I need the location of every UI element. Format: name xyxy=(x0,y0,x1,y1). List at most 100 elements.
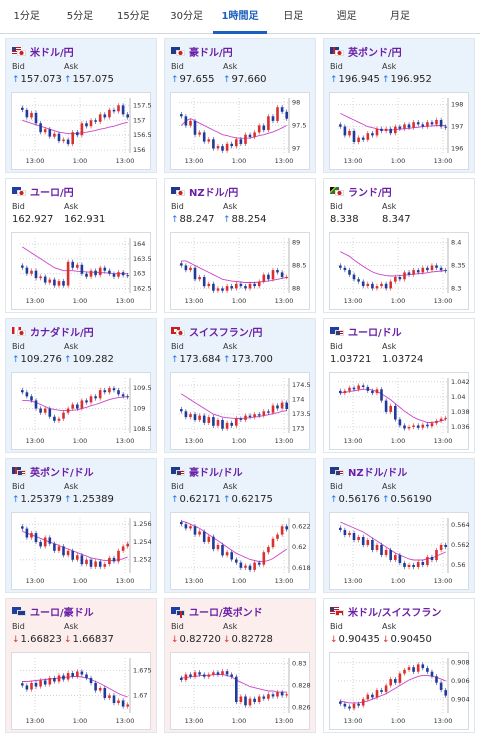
currency-pair-link[interactable]: 米ドル/円 xyxy=(30,47,74,59)
candle-body xyxy=(394,679,397,683)
tab-7[interactable]: 月足 xyxy=(389,11,410,22)
mini-chart[interactable]: 13:00 1:00 13:00 98 97.5 97 xyxy=(170,92,310,170)
y-tick-label: 8.35 xyxy=(451,262,465,270)
x-tick-label: 13:00 xyxy=(26,717,45,725)
candle-body xyxy=(421,124,425,127)
mini-chart[interactable]: 13:00 1:00 13:00 1.675 1.67 xyxy=(11,652,152,730)
candle-body xyxy=(444,690,447,696)
tab-0[interactable]: 1分足 xyxy=(13,11,40,22)
down-arrow-icon: ↓ xyxy=(223,635,231,645)
candle-body xyxy=(62,139,65,142)
tab-4[interactable]: 1時間足 xyxy=(213,0,267,34)
mini-chart[interactable]: 13:00 1:00 13:00 8.4 8.35 8.3 xyxy=(329,232,469,310)
up-arrow-icon: ↑ xyxy=(223,75,231,85)
candle-body xyxy=(416,425,420,428)
currency-pair-link[interactable]: 豪ドル/円 xyxy=(189,47,233,59)
currency-pair-link[interactable]: 豪ドル/ドル xyxy=(189,467,243,479)
rate-card[interactable]: 英ポンド/ドル Bid Ask ↑1.25379 ↑1.25389 13:00 1:00 13… xyxy=(5,458,157,593)
candle-body xyxy=(380,690,383,692)
candle-body xyxy=(207,139,211,142)
mini-chart[interactable]: 13:00 1:00 13:00 89 88.5 88 xyxy=(170,232,310,310)
tab-2[interactable]: 15分足 xyxy=(116,11,150,22)
tab-1[interactable]: 5分足 xyxy=(66,11,94,22)
mini-chart[interactable]: 13:00 1:00 13:00 157.5 157 156.5 156 xyxy=(11,92,152,170)
rate-card[interactable]: ユーロ/ドル Bid Ask 1.03721 1.03724 13:00 1:00 13:00… xyxy=(323,318,475,453)
rate-card[interactable]: 豪ドル/円 Bid Ask ↑97.655 ↑97.660 13:00 1:00 13:00 9… xyxy=(164,38,316,173)
mini-chart[interactable]: 13:00 1:00 13:00 1.042 1.04 1.038 1.036 xyxy=(329,372,470,450)
x-tick-label: 13:00 xyxy=(434,577,453,585)
candlestick-chart: 13:00 1:00 13:00 157.5 157 156.5 156 xyxy=(20,98,152,165)
rate-card[interactable]: ユーロ/円 Bid Ask 162.927 162.931 13:00 1:00 13:00 1… xyxy=(5,178,157,313)
mini-chart[interactable]: 13:00 1:00 13:00 164 163.5 163 162.5 xyxy=(11,232,152,310)
candle-body xyxy=(198,415,201,420)
currency-pair-link[interactable]: ユーロ/英ポンド xyxy=(189,607,263,619)
rate-card[interactable]: NZドル/ドル Bid Ask ↑0.56176 ↑0.56190 13:00 1:00 13… xyxy=(323,458,475,593)
mini-chart[interactable]: 13:00 1:00 13:00 0.564 0.562 0.56 xyxy=(329,512,470,590)
card-header: 米ドル/スイスフラン xyxy=(330,604,442,619)
up-arrow-icon: ↑ xyxy=(12,495,20,505)
currency-pair-link[interactable]: ユーロ/円 xyxy=(30,187,74,199)
up-arrow-icon: ↑ xyxy=(64,355,72,365)
candle-body xyxy=(34,683,38,687)
candle-body xyxy=(435,420,438,424)
candle-body xyxy=(98,688,102,691)
currency-pair-link[interactable]: スイスフラン/円 xyxy=(189,327,263,339)
up-arrow-icon: ↑ xyxy=(171,75,179,85)
currency-pair-link[interactable]: NZドル/円 xyxy=(189,187,239,199)
candle-body xyxy=(280,526,284,535)
flag-eu-icon xyxy=(12,186,21,194)
tab-3[interactable]: 30分足 xyxy=(170,11,204,22)
currency-pair-link[interactable]: 米ドル/スイスフラン xyxy=(348,607,442,619)
currency-pair-link[interactable]: ユーロ/ドル xyxy=(348,327,402,339)
candle-body xyxy=(285,694,288,696)
candle-body xyxy=(180,677,183,680)
mini-chart[interactable]: 13:00 1:00 13:00 0.83 0.828 0.826 xyxy=(170,652,311,730)
candle-body xyxy=(244,565,247,568)
currency-pair-link[interactable]: ランド/円 xyxy=(348,187,392,199)
mini-chart[interactable]: 13:00 1:00 13:00 174.5 174 173.5 173 xyxy=(170,372,311,450)
x-tick-label: 1:00 xyxy=(391,717,406,725)
candle-body xyxy=(257,414,261,416)
mini-chart[interactable]: 13:00 1:00 13:00 0.622 0.62 0.618 xyxy=(170,512,311,590)
ask-price: 0.90450 xyxy=(390,634,432,645)
y-tick-label: 1.04 xyxy=(451,393,465,401)
currency-pair-link[interactable]: カナダドル/円 xyxy=(30,327,94,339)
tab-6[interactable]: 週足 xyxy=(336,11,357,22)
rate-card[interactable]: ランド/円 Bid Ask 8.338 8.347 13:00 1:00 13:00 8.4 8.… xyxy=(323,178,475,313)
candle-body xyxy=(57,546,61,551)
currency-pair-link[interactable]: ユーロ/豪ドル xyxy=(30,607,94,619)
rate-card[interactable]: 米ドル/円 Bid Ask ↑157.073 ↑157.075 13:00 1:00 13:0… xyxy=(5,38,157,173)
rate-card[interactable]: ユーロ/英ポンド Bid Ask ↓0.82720 ↓0.82728 13:00 1:00 1… xyxy=(164,598,316,733)
rate-card[interactable]: 英ポンド/円 Bid Ask ↑196.945 ↑196.952 13:00 1:00 13:… xyxy=(323,38,475,173)
candle-body xyxy=(267,274,270,280)
candle-body xyxy=(407,272,411,275)
y-tick-label: 1.042 xyxy=(451,378,470,386)
y-tick-label: 173 xyxy=(292,425,304,433)
mini-chart[interactable]: 13:00 1:00 13:00 198 197 196 xyxy=(329,92,469,170)
rate-card[interactable]: ユーロ/豪ドル Bid Ask ↓1.66823 ↓1.66837 13:00 1:00 13… xyxy=(5,598,157,733)
mini-chart[interactable]: 13:00 1:00 13:00 109.5 109 108.5 xyxy=(11,372,152,450)
y-tick-label: 0.906 xyxy=(451,677,470,685)
currency-pair-link[interactable]: 英ポンド/ドル xyxy=(30,467,94,479)
rate-card[interactable]: カナダドル/円 Bid Ask ↑109.276 ↑109.282 13:00 1:00 13… xyxy=(5,318,157,453)
tab-5[interactable]: 日足 xyxy=(283,11,304,22)
candle-body xyxy=(76,555,79,560)
rate-card[interactable]: 豪ドル/ドル Bid Ask ↑0.62171 ↑0.62175 13:00 1:00 13:… xyxy=(164,458,316,593)
ask-label: Ask xyxy=(223,622,238,631)
candle-body xyxy=(352,533,356,540)
candle-body xyxy=(39,542,42,547)
up-arrow-icon: ↑ xyxy=(64,495,72,505)
x-tick-label: 13:00 xyxy=(185,577,204,585)
currency-pair-link[interactable]: NZドル/ドル xyxy=(348,467,408,479)
mini-chart[interactable]: 13:00 1:00 13:00 0.908 0.906 0.904 xyxy=(329,652,470,730)
candle-body xyxy=(371,283,374,289)
candle-body xyxy=(184,116,188,126)
x-tick-label: 13:00 xyxy=(116,717,135,725)
mini-chart[interactable]: 13:00 1:00 13:00 1.256 1.254 1.252 xyxy=(11,512,152,590)
candle-body xyxy=(80,264,84,274)
rate-card[interactable]: 米ドル/スイスフラン Bid Ask ↓0.90435 ↓0.90450 13:00 1:0… xyxy=(323,598,475,733)
candle-body xyxy=(126,543,129,547)
rate-card[interactable]: NZドル/円 Bid Ask ↑88.247 ↑88.254 13:00 1:00 13:00… xyxy=(164,178,316,313)
rate-card[interactable]: スイスフラン/円 Bid Ask ↑173.684 ↑173.700 13:00 1:00 1… xyxy=(164,318,316,453)
currency-pair-link[interactable]: 英ポンド/円 xyxy=(348,47,402,59)
